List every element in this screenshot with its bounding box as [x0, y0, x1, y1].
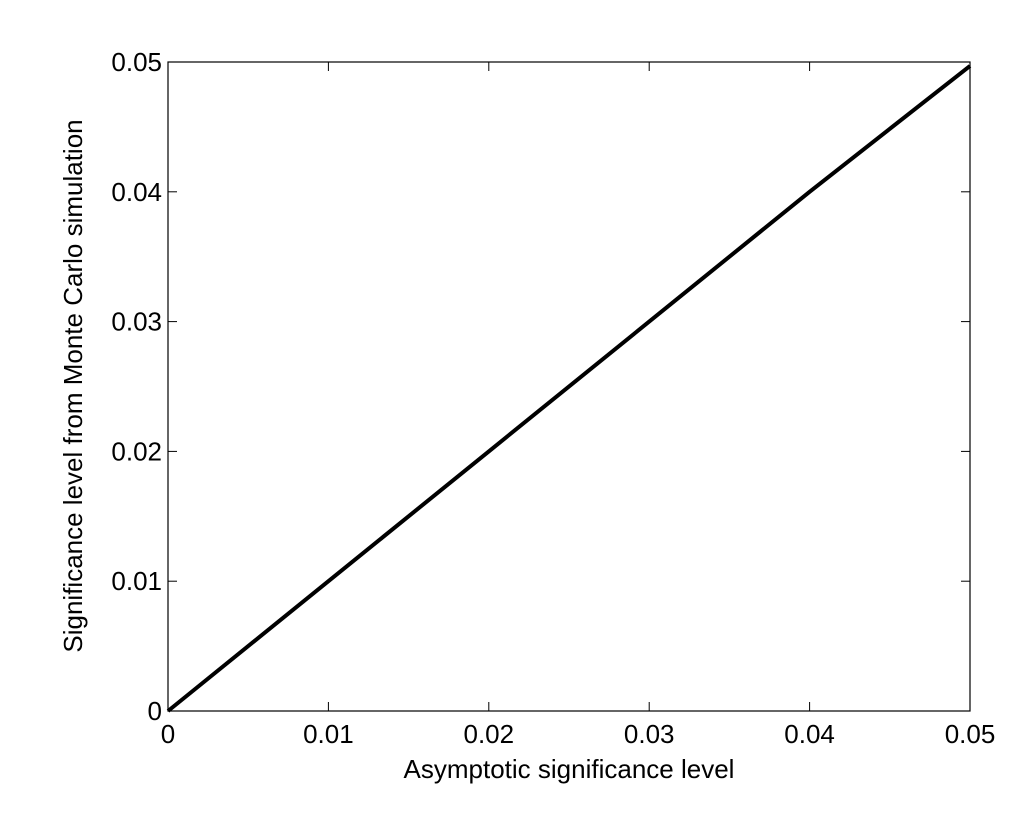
x-tick-label: 0.05: [945, 719, 996, 749]
x-tick-label: 0.02: [463, 719, 514, 749]
y-tick-label: 0.05: [111, 47, 162, 77]
x-axis-label: Asymptotic significance level: [404, 754, 735, 784]
y-axis-label: Significance level from Monte Carlo simu…: [58, 119, 88, 652]
plot-frame: [167, 61, 971, 712]
x-tick-label: 0: [161, 719, 175, 749]
y-tick-label: 0.03: [111, 307, 162, 337]
y-tick-label: 0.04: [111, 177, 162, 207]
y-tick-label: 0.02: [111, 436, 162, 466]
y-tick-label: 0.01: [111, 566, 162, 596]
x-tick-label: 0.04: [784, 719, 835, 749]
y-tick-label: 0: [148, 696, 162, 726]
data-line: [166, 64, 972, 713]
x-tick-label: 0.01: [303, 719, 354, 749]
x-tick-label: 0.03: [624, 719, 675, 749]
